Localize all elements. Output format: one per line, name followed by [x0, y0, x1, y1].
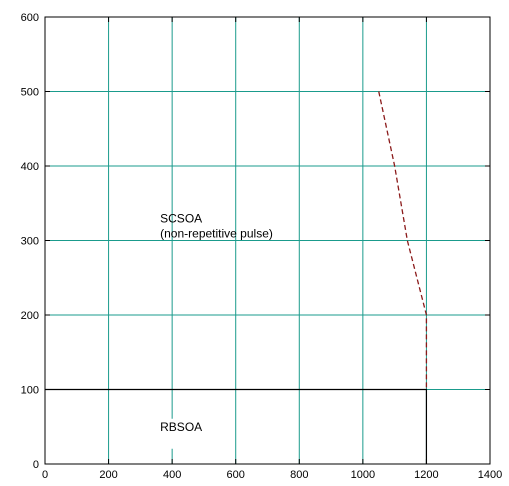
rbsoa-boundary-line — [45, 388, 428, 464]
x-tick-label: 600 — [227, 469, 245, 481]
rbsoa-label-line: RBSOA — [160, 420, 202, 434]
scsoa-boundary-curve — [378, 91, 428, 390]
x-tick-label: 1200 — [414, 469, 438, 481]
scsoa-label-line: (non-repetitive pulse) — [160, 227, 273, 241]
tick-labels: 0 200 400 600 800 1000 1200 1400 0 100 200 300 400 50… — [21, 12, 503, 481]
x-tick-label: 800 — [290, 469, 308, 481]
rbsoa-label-background — [157, 418, 228, 449]
scsoa-label-line: SCSOA — [160, 212, 202, 226]
y-tick-label: 300 — [21, 236, 39, 248]
y-tick-label: 100 — [21, 385, 39, 397]
x-tick-label: 1400 — [478, 469, 502, 481]
x-tick-label: 0 — [42, 469, 48, 481]
y-tick-label: 0 — [33, 459, 39, 471]
y-tick-label: 200 — [21, 310, 39, 322]
series-group — [45, 91, 428, 464]
annotations: SCSOA(non-repetitive pulse) RBSOA — [157, 212, 273, 449]
x-tick-label: 200 — [99, 469, 117, 481]
x-tick-label: 1000 — [351, 469, 375, 481]
y-tick-label: 500 — [21, 87, 39, 99]
tick-marks — [44, 16, 491, 465]
y-tick-label: 600 — [21, 12, 39, 24]
x-tick-label: 400 — [163, 469, 181, 481]
y-tick-label: 400 — [21, 161, 39, 173]
